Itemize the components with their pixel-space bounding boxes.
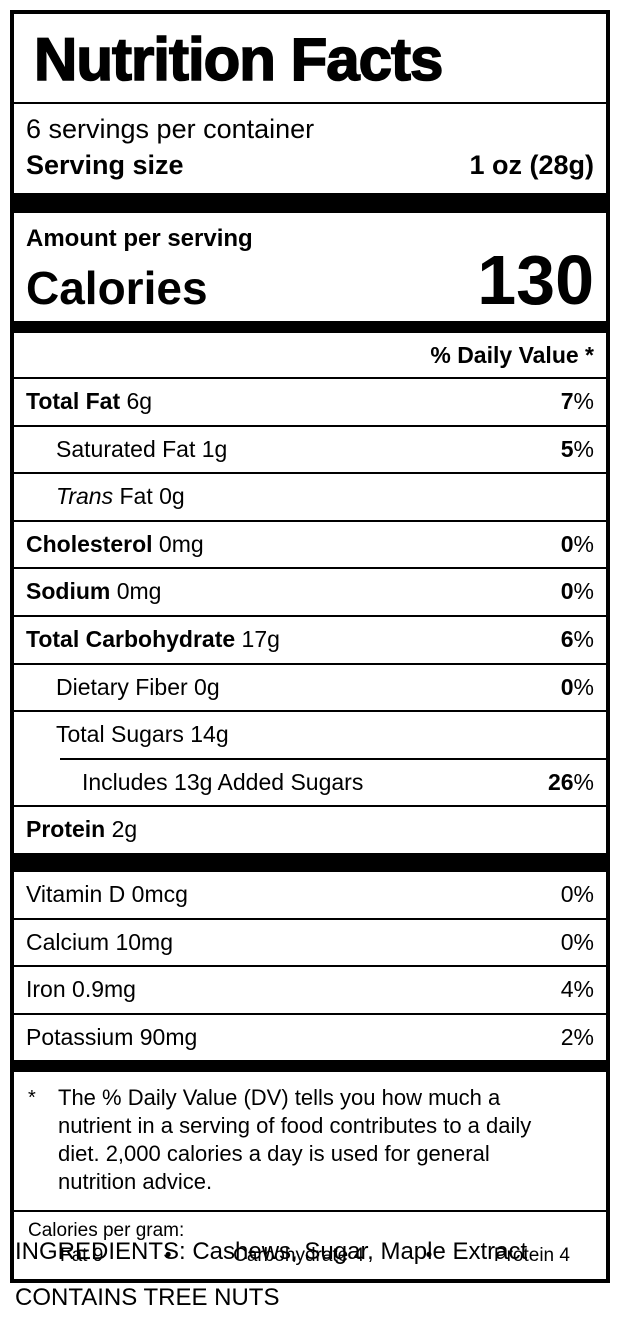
footnote-asterisk: * bbox=[28, 1087, 36, 1110]
thick-bar-top bbox=[14, 193, 606, 213]
nutrient-amount: 0mg bbox=[158, 530, 204, 557]
percent-sign: % bbox=[573, 673, 594, 700]
vitamin-row-iron: Iron 0.9mg 4% bbox=[14, 965, 606, 1013]
divider-above-calories-per-gram bbox=[14, 1210, 606, 1213]
daily-value-header: % Daily Value * bbox=[14, 333, 606, 379]
cpg-fat: Fat 9 bbox=[60, 1245, 104, 1267]
vitamin-amount: 10mg bbox=[115, 928, 174, 955]
footnote-text: The % Daily Value (DV) tells you how muc… bbox=[58, 1085, 532, 1195]
nutrient-amount: 0g bbox=[159, 483, 185, 510]
nutrient-dv: 6 bbox=[560, 625, 574, 652]
vitamin-dv: 0 bbox=[560, 880, 574, 907]
vitamin-name: Calcium bbox=[26, 928, 110, 955]
calories-per-gram: Calories per gram: Fat 9 • Carbohydrate … bbox=[14, 1212, 606, 1279]
vitamin-row-vitamin-d: Vitamin D 0mcg 0% bbox=[14, 872, 606, 918]
vitamin-dv: 2 bbox=[560, 1023, 574, 1050]
nutrition-facts-label: Nutrition Facts 6 servings per container… bbox=[10, 10, 610, 1284]
percent-sign: % bbox=[573, 530, 594, 557]
nutrient-name: Includes 13g Added Sugars bbox=[82, 768, 364, 795]
nutrient-amount: 0g bbox=[194, 673, 220, 700]
percent-sign: % bbox=[573, 768, 594, 795]
nutrient-row-total-fat: Total Fat 6g 7% bbox=[14, 379, 606, 425]
nutrient-amount: 6g bbox=[126, 388, 153, 414]
allergen-statement: CONTAINS TREE NUTS bbox=[15, 1284, 280, 1311]
nutrient-row-dietary-fiber: Dietary Fiber 0g 0% bbox=[14, 662, 606, 711]
calories-per-gram-items: Fat 9 • Carbohydrate 4 • Protein 4 bbox=[14, 1242, 606, 1269]
calories-row: Calories 130 bbox=[14, 245, 606, 321]
percent-sign: % bbox=[573, 388, 594, 414]
vitamin-amount: 0.9mg bbox=[72, 976, 136, 1003]
nutrient-dv: 5 bbox=[560, 435, 574, 462]
nutrient-name: Cholesterol bbox=[26, 530, 153, 557]
nutrient-name: Saturated Fat bbox=[56, 435, 196, 462]
percent-sign: % bbox=[573, 976, 594, 1003]
daily-value-footnote: * The % Daily Value (DV) tells you how m… bbox=[14, 1072, 606, 1210]
nutrient-row-protein: Protein 2g bbox=[14, 805, 606, 853]
ingredients-statement: INGREDIENTS: Cashews, Sugar, Maple Extra… bbox=[15, 1238, 528, 1265]
nutrient-name: Total Fat bbox=[26, 388, 121, 414]
percent-sign: % bbox=[573, 1023, 594, 1050]
vitamin-amount: 90mg bbox=[139, 1023, 198, 1050]
serving-size-value: 1 oz (28g) bbox=[469, 150, 594, 180]
vitamin-dv: 0 bbox=[560, 928, 574, 955]
nutrient-row-total-carbohydrate: Total Carbohydrate 17g 6% bbox=[14, 614, 606, 663]
nutrient-dv: 0 bbox=[560, 673, 574, 700]
nutrient-amount: 17g bbox=[241, 625, 280, 652]
vitamin-amount: 0mcg bbox=[131, 880, 188, 907]
nutrient-name: Total Sugars bbox=[56, 721, 184, 748]
nutrient-amount: 14g bbox=[190, 721, 229, 748]
nutrient-dv: 0 bbox=[560, 530, 574, 557]
nutrient-row-saturated-fat: Saturated Fat 1g 5% bbox=[14, 424, 606, 473]
nutrient-dv: 26 bbox=[547, 768, 574, 795]
nutrient-dv: 0 bbox=[560, 578, 574, 605]
bullet-icon: • bbox=[164, 1245, 172, 1267]
serving-size-row: Serving size 1 oz (28g) bbox=[14, 145, 606, 193]
percent-sign: % bbox=[573, 625, 594, 652]
vitamin-name: Iron bbox=[26, 976, 66, 1003]
cpg-carbohydrate: Carbohydrate 4 bbox=[233, 1245, 365, 1267]
percent-sign: % bbox=[573, 578, 594, 605]
nutrient-amount: 1g bbox=[201, 435, 228, 462]
calories-per-gram-label: Calories per gram: bbox=[28, 1220, 185, 1242]
servings-per-container: 6 servings per container bbox=[26, 114, 315, 144]
nutrient-amount: 2g bbox=[111, 816, 138, 843]
nutrient-name: Sodium bbox=[26, 578, 111, 605]
vitamin-row-potassium: Potassium 90mg 2% bbox=[14, 1012, 606, 1061]
calories-label: Calories bbox=[26, 262, 208, 314]
vitamin-name: Potassium bbox=[26, 1023, 134, 1050]
label-title: Nutrition Facts bbox=[33, 26, 444, 93]
amount-per-serving: Amount per serving bbox=[26, 225, 253, 252]
nutrient-dv: 7 bbox=[560, 388, 574, 414]
nutrient-name: Fat bbox=[119, 483, 153, 510]
percent-sign: % bbox=[573, 880, 594, 907]
nutrient-row-cholesterol: Cholesterol 0mg 0% bbox=[14, 519, 606, 568]
nutrient-name-italic: Trans bbox=[56, 483, 114, 510]
bar-under-calories bbox=[14, 321, 606, 333]
nutrient-amount: 0mg bbox=[116, 578, 162, 605]
vitamin-dv: 4 bbox=[560, 976, 574, 1003]
bullet-icon: • bbox=[425, 1245, 433, 1267]
nutrient-name: Total Carbohydrate bbox=[26, 625, 236, 652]
cpg-protein: Protein 4 bbox=[493, 1245, 570, 1267]
vitamin-name: Vitamin D bbox=[26, 880, 126, 907]
vitamin-row-calcium: Calcium 10mg 0% bbox=[14, 917, 606, 966]
bar-above-footnote bbox=[14, 1060, 606, 1073]
nutrient-name: Protein bbox=[26, 816, 106, 843]
percent-sign: % bbox=[573, 928, 594, 955]
calories-value: 130 bbox=[477, 241, 594, 319]
percent-sign: % bbox=[573, 435, 594, 462]
nutrient-row-trans-fat: Trans Fat 0g bbox=[14, 472, 606, 520]
nutrient-row-total-sugars: Total Sugars 14g bbox=[14, 710, 606, 758]
divider-under-title bbox=[14, 102, 606, 104]
bar-under-protein bbox=[14, 852, 606, 872]
serving-size-label: Serving size bbox=[26, 150, 184, 180]
nutrient-row-sodium: Sodium 0mg 0% bbox=[14, 567, 606, 615]
nutrient-row-added-sugars: Includes 13g Added Sugars 26% bbox=[60, 757, 606, 806]
nutrient-name: Dietary Fiber bbox=[56, 673, 188, 700]
